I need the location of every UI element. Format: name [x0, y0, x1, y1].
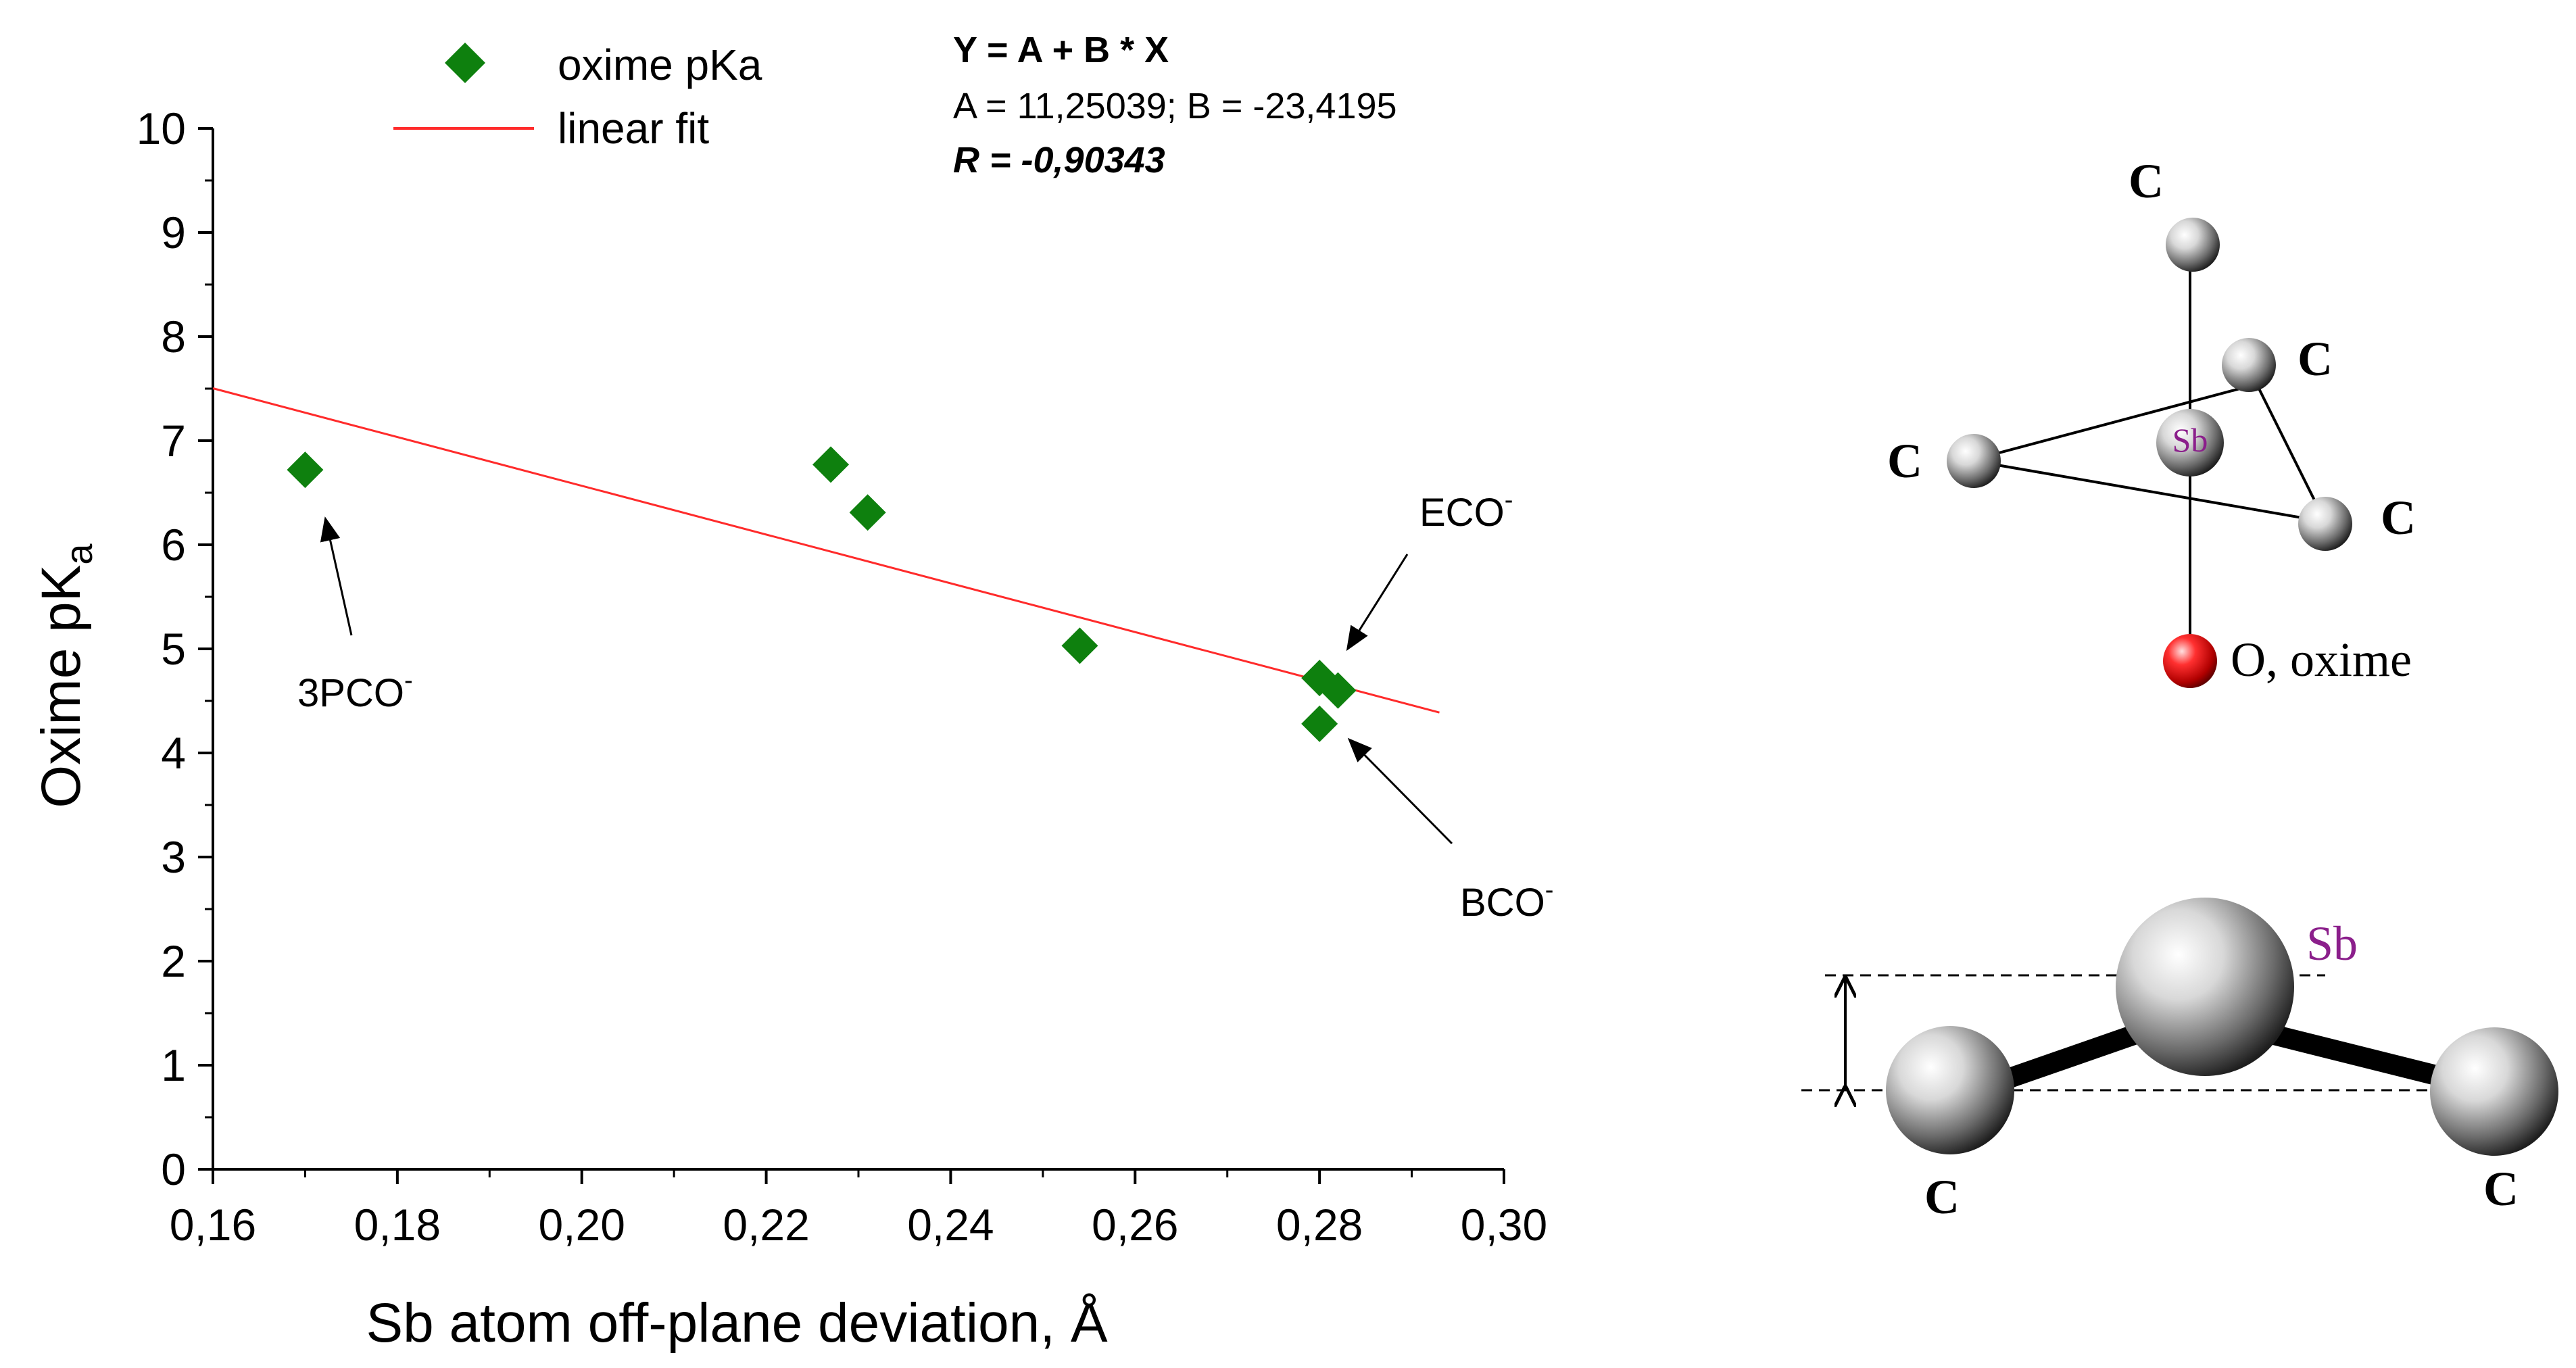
label-c-top: C: [2129, 154, 2164, 208]
y-tick-label: 0: [161, 1144, 186, 1194]
x-tick-label: 0,18: [354, 1200, 441, 1250]
atom-c-top: [2166, 218, 2220, 272]
scatter-chart: 0,16 0,18 0,20 0,22 0,24 0,26 0,28 0,30 0 1 2 3 4 5 6 7…: [30, 30, 1553, 1354]
y-axis-title-main: Oxime pK: [30, 565, 92, 808]
data-point: [849, 494, 886, 531]
fit-params: A = 11,25039; B = -23,4195: [953, 86, 1397, 126]
y-tick-label: 1: [161, 1040, 186, 1090]
fit-layer: [212, 387, 1440, 714]
annotation-label-main: BCO: [1460, 881, 1545, 925]
annotation-label-main: ECO: [1419, 491, 1505, 535]
data-point: [812, 446, 850, 483]
molecule-top: C C C C Sb O, oxime: [1887, 154, 2416, 688]
label-c-right: C: [2381, 491, 2416, 545]
x-axis-title: Sb atom off-plane deviation, Å: [366, 1292, 1107, 1354]
atom-sb-bottom: [2116, 898, 2294, 1076]
data-point: [1061, 627, 1098, 664]
fit-line: [212, 387, 1440, 714]
x-tick-label: 0,20: [538, 1200, 625, 1250]
data-point: [1319, 672, 1357, 709]
label-o-oxime: O, oxime: [2231, 633, 2412, 687]
legend-label-points: oxime pKa: [558, 41, 762, 89]
atom-c-bottom-right: [2430, 1027, 2558, 1156]
annotations-layer: 3PCO-ECO-BCO-: [297, 486, 1553, 925]
annotation-arrow: [1347, 737, 1453, 845]
x-tick-label: 0,30: [1461, 1200, 1547, 1250]
y-axis-title: Oxime pKa: [30, 543, 100, 808]
bond-cleft-cback: [1973, 385, 2248, 461]
atom-c-back: [2222, 338, 2276, 392]
atom-o-oxime: [2163, 634, 2217, 688]
atom-sb-top: [2156, 409, 2224, 477]
y-tick-label: 7: [161, 416, 186, 466]
annotation-label-main: 3PCO: [297, 671, 404, 715]
x-tick-label: 0,28: [1276, 1200, 1363, 1250]
label-c-bottom-right: C: [2483, 1162, 2519, 1216]
y-tick-label: 5: [161, 624, 186, 674]
atom-c-left: [1947, 434, 2001, 488]
fit-r-value: R = -0,90343: [953, 140, 1165, 180]
fit-text-box: Y = A + B * X A = 11,25039; B = -23,4195…: [953, 30, 1397, 180]
bond-cleft-cright: [1973, 460, 2326, 523]
y-tick-label: 6: [161, 520, 186, 570]
axes-layer: 0,16 0,18 0,20 0,22 0,24 0,26 0,28 0,30 0 1 2 3 4 5 6 7…: [137, 103, 1548, 1250]
y-tick-label: 2: [161, 936, 186, 986]
x-tick-label: 0,24: [907, 1200, 994, 1250]
y-tick-label: 4: [161, 728, 186, 778]
label-sb-bottom: Sb: [2306, 917, 2358, 971]
legend-marker-diamond: [445, 43, 485, 83]
annotation-label: ECO-: [1419, 486, 1513, 535]
points-layer: [287, 446, 1357, 742]
legend: oxime pKa linear fit: [393, 41, 762, 153]
annotation-label-sup: -: [1505, 486, 1513, 514]
y-tick-label: 10: [137, 103, 186, 153]
y-tick-label: 9: [161, 207, 186, 258]
annotation-arrow: [320, 516, 353, 636]
atom-c-bottom-left: [1886, 1026, 2014, 1154]
x-tick-label: 0,26: [1092, 1200, 1178, 1250]
annotation-label: 3PCO-: [297, 666, 413, 715]
y-axis-title-sub: a: [57, 543, 100, 565]
x-tick-label: 0,22: [723, 1200, 809, 1250]
label-c-bottom-left: C: [1924, 1170, 1960, 1224]
x-tick-label: 0,16: [170, 1200, 256, 1250]
annotation-label-sup: -: [404, 666, 413, 695]
y-tick-label: 8: [161, 312, 186, 362]
annotation-label: BCO-: [1460, 876, 1553, 925]
label-sb-top: Sb: [2172, 421, 2208, 459]
atom-c-right: [2298, 497, 2352, 551]
label-c-left: C: [1887, 434, 1922, 488]
legend-label-fit: linear fit: [558, 104, 709, 153]
annotation-label-sup: -: [1545, 876, 1554, 904]
data-point: [1301, 705, 1338, 742]
molecule-bottom: Sb C C: [1801, 898, 2558, 1224]
fit-equation: Y = A + B * X: [953, 30, 1169, 70]
y-tick-label: 3: [161, 832, 186, 882]
annotation-arrow: [1346, 554, 1409, 652]
label-c-back: C: [2298, 332, 2333, 386]
bond-cback-cright: [2247, 368, 2327, 522]
data-point: [287, 451, 324, 489]
